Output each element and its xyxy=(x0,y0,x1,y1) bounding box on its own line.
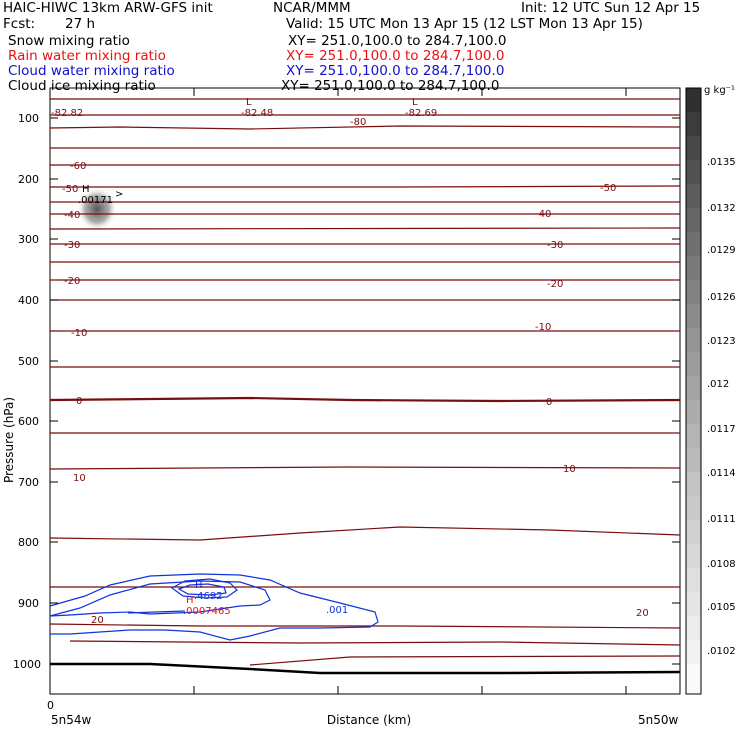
temperature-contours xyxy=(49,98,681,666)
field-snow-name: Snow mixing ratio xyxy=(8,33,130,49)
contour-label: -50 xyxy=(600,183,616,194)
colorbar-label: .0117 xyxy=(707,424,736,435)
plot-frame xyxy=(49,87,681,695)
rain-high-marker: H xyxy=(186,595,194,606)
cloudwater-high-marker: H xyxy=(195,580,203,591)
low-marker: L xyxy=(246,97,252,108)
colorbar xyxy=(685,87,702,695)
field-rain-name: Rain water mixing ratio xyxy=(8,48,166,64)
colorbar-label: .0108 xyxy=(707,559,736,570)
snow-max-value: .00171 xyxy=(78,195,113,206)
contour-label: -82.82 xyxy=(51,108,83,119)
snow-arrow-glyph: > xyxy=(115,189,123,200)
field-cloudice-xy: XY= 251.0,100.0 to 284.7,100.0 xyxy=(281,78,500,94)
y-axis-title: Pressure (hPa) xyxy=(2,397,16,483)
colorbar-label: .0135 xyxy=(707,157,736,168)
y-tick-label: 700 xyxy=(18,476,39,489)
x-right-location: 5n50w xyxy=(638,713,679,727)
y-axis-ticks xyxy=(50,117,680,665)
contour-label: 0 xyxy=(76,396,82,407)
colorbar-label: .0114 xyxy=(707,468,736,479)
cloudwater-contour-label: .001 xyxy=(326,605,348,616)
contour-label: 20 xyxy=(91,615,104,626)
field-rain-xy: XY= 251.0,100.0 to 284.7,100.0 xyxy=(286,48,505,64)
init-time: Init: 12 UTC Sun 12 Apr 15 xyxy=(521,0,701,16)
model-title: HAIC-HIWC 13km ARW-GFS init xyxy=(3,0,213,16)
field-snow-xy: XY= 251.0,100.0 to 284.7,100.0 xyxy=(288,33,507,49)
y-tick-label: 300 xyxy=(18,233,39,246)
y-tick-label: 200 xyxy=(18,173,39,186)
contour-label: -10 xyxy=(71,328,87,339)
field-cloudwater-xy: XY= 251.0,100.0 to 284.7,100.0 xyxy=(286,63,505,79)
contour-label: 10 xyxy=(73,473,86,484)
colorbar-label: .0123 xyxy=(707,336,736,347)
rain-max-value: .0007465 xyxy=(183,606,231,617)
colorbar-label: .0105 xyxy=(707,602,736,613)
org-label: NCAR/MMM xyxy=(273,0,351,16)
valid-time: Valid: 15 UTC Mon 13 Apr 15 (12 LST Mon … xyxy=(286,16,643,32)
y-tick-label: 400 xyxy=(18,294,39,307)
x-axis-title: Distance (km) xyxy=(327,713,411,727)
contour-label: -40 xyxy=(64,210,80,221)
contour-label: 0 xyxy=(546,397,552,408)
contour-label: -20 xyxy=(64,276,80,287)
contour-label: 20 xyxy=(636,608,649,619)
field-cloudwater-name: Cloud water mixing ratio xyxy=(8,63,175,79)
colorbar-label: .012 xyxy=(707,379,729,390)
terrain-surface xyxy=(50,662,681,675)
contour-label: -10 xyxy=(535,322,551,333)
snow-high-marker: H xyxy=(82,184,90,195)
forecast-hour: 27 h xyxy=(65,16,96,32)
cloudwater-max-value: .4692 xyxy=(194,591,223,602)
contour-label: -30 xyxy=(64,240,80,251)
low-marker: L xyxy=(412,97,418,108)
contour-label: -60 xyxy=(70,161,86,172)
y-tick-label: 600 xyxy=(18,415,39,428)
contour-label: -80 xyxy=(350,117,366,128)
contour-label: -82.69 xyxy=(405,108,437,119)
temperature-contour-labels: -82.82 L -82.48 -80 L -82.69 -60 -50 -50… xyxy=(51,97,649,626)
contour-label: -20 xyxy=(547,279,563,290)
colorbar-unit: g kg⁻¹ xyxy=(704,85,735,96)
contour-label: -82.48 xyxy=(241,108,273,119)
y-tick-label: 900 xyxy=(18,597,39,610)
contour-label: -30 xyxy=(547,240,563,251)
forecast-label: Fcst: xyxy=(3,16,36,32)
snow-maximum-shading xyxy=(77,187,117,231)
colorbar-label: .0111 xyxy=(707,514,736,525)
colorbar-label: .0126 xyxy=(707,292,736,303)
contour-label: -50 xyxy=(62,184,78,195)
cloud-water-contours xyxy=(49,573,379,641)
x-left-location: 5n54w xyxy=(51,713,92,727)
y-tick-label: 800 xyxy=(18,536,39,549)
colorbar-label: .0129 xyxy=(707,245,736,256)
y-tick-label: 100 xyxy=(18,112,39,125)
contour-label: -40 xyxy=(535,209,551,220)
contour-label: 10 xyxy=(563,464,576,475)
x-tick-label: 0 xyxy=(47,699,54,712)
y-tick-label: 1000 xyxy=(13,658,41,671)
field-cloudice-name: Cloud ice mixing ratio xyxy=(8,78,156,94)
y-tick-label: 500 xyxy=(18,355,39,368)
colorbar-label: .0132 xyxy=(707,203,736,214)
x-axis-ticks xyxy=(49,88,627,694)
colorbar-label: .0102 xyxy=(707,646,736,657)
